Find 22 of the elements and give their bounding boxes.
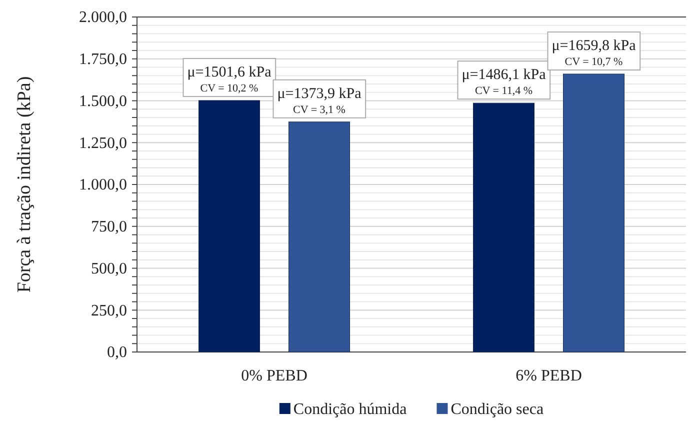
y-tick-label: 1.500,0 bbox=[79, 92, 127, 110]
data-label: μ=1659,8 kPa CV = 10,7 % bbox=[552, 38, 636, 68]
x-tick-label: 0% PEBD bbox=[241, 368, 308, 385]
y-tick-label: 1.250,0 bbox=[79, 134, 127, 152]
y-tick-label: 250,0 bbox=[91, 302, 127, 320]
y-tick-label: 1.000,0 bbox=[79, 176, 127, 194]
legend-label: Condição húmida bbox=[293, 401, 407, 418]
legend-label: Condição seca bbox=[450, 401, 544, 418]
data-label: μ=1373,9 kPa CV = 3,1 % bbox=[277, 86, 362, 116]
y-tick-label: 1.750,0 bbox=[79, 50, 127, 68]
data-label: μ=1486,1 kPa CV = 11,4 % bbox=[462, 67, 546, 98]
bar bbox=[563, 74, 624, 352]
data-label: μ=1501,6 kPa CV = 10,2 % bbox=[187, 64, 272, 94]
bar bbox=[473, 102, 534, 352]
y-axis-title: Força à tração indireta (kPa) bbox=[14, 76, 35, 293]
y-tick-label: 750,0 bbox=[91, 218, 127, 236]
y-tick-label: 0,0 bbox=[107, 344, 127, 362]
bar bbox=[288, 122, 350, 352]
bar bbox=[198, 100, 260, 352]
x-tick-label: 6% PEBD bbox=[516, 368, 582, 385]
y-tick-label: 2.000,0 bbox=[79, 9, 127, 26]
y-tick-label: 500,0 bbox=[91, 260, 127, 278]
